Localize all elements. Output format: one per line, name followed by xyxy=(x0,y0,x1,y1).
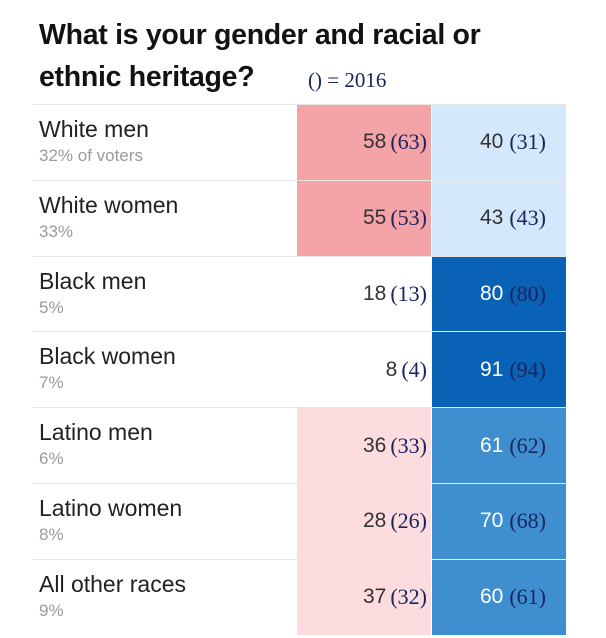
rep-value: 8 xyxy=(385,357,398,381)
dem-value-2016: (43) xyxy=(509,205,547,231)
group-share: 8% xyxy=(39,524,64,544)
dem-value: 70 xyxy=(480,509,504,533)
dem-cell: 91 (94) xyxy=(432,332,566,408)
row-label: White men 32% of voters xyxy=(39,115,149,168)
dem-value: 60 xyxy=(480,585,504,609)
dem-value-2016: (61) xyxy=(509,584,547,610)
rep-cell: 37 (32) xyxy=(297,559,431,635)
rep-cell: 55 (53) xyxy=(297,180,431,256)
group-share: 33% xyxy=(39,221,74,241)
chart-title: What is your gender and racial or ethnic… xyxy=(39,19,481,93)
group-share: 5% xyxy=(39,297,64,317)
dem-cell: 43 (43) xyxy=(432,180,566,256)
table-row: Black men 5% 18 (13) 80 (80) xyxy=(33,255,567,332)
group-name: Black men xyxy=(39,267,147,294)
row-label: All other races 9% xyxy=(39,570,186,623)
group-share: 6% xyxy=(39,449,64,469)
row-label: Black men 5% xyxy=(39,267,146,320)
rep-value-2016: (13) xyxy=(390,280,427,306)
table-row: Latino men 6% 36 (33) 61 (62) xyxy=(33,407,567,483)
dem-value: 61 xyxy=(480,433,504,457)
group-share: 9% xyxy=(39,600,64,620)
row-label: Latino women 8% xyxy=(39,494,182,547)
dem-cell: 60 (61) xyxy=(432,559,566,635)
table-row: All other races 9% 37 (32) 60 (61) xyxy=(33,558,567,635)
rep-value-2016: (63) xyxy=(390,129,427,155)
rep-value-2016: (26) xyxy=(390,508,427,534)
rep-cell: 18 (13) xyxy=(297,257,431,332)
row-label: Latino men 6% xyxy=(39,418,153,471)
table-row: White men 32% of voters 58 (63) 40 (31) xyxy=(33,104,567,180)
row-label: Black women 7% xyxy=(39,342,176,395)
dem-cell: 61 (62) xyxy=(432,408,566,483)
results-table: White men 32% of voters 58 (63) 40 (31) White … xyxy=(33,104,567,635)
group-name: White men xyxy=(39,116,149,142)
rep-value: 36 xyxy=(362,433,387,457)
dem-value: 40 xyxy=(480,130,504,154)
dem-value-2016: (68) xyxy=(509,508,547,534)
dem-cell: 70 (68) xyxy=(432,483,566,559)
group-name: White women xyxy=(39,191,179,218)
dem-value: 80 xyxy=(480,281,504,305)
group-name: Latino men xyxy=(39,419,153,446)
legend-note: () = 2016 xyxy=(308,68,387,92)
group-name: Latino women xyxy=(39,494,183,521)
rep-value: 55 xyxy=(362,206,387,230)
rep-value-2016: (33) xyxy=(390,432,427,458)
rep-cell: 36 (33) xyxy=(297,408,431,483)
dem-value: 91 xyxy=(480,357,504,381)
group-name: Black women xyxy=(39,343,176,370)
dem-value-2016: (80) xyxy=(509,280,547,306)
table-row: Black women 7% 8 (4) 91 (94) xyxy=(33,331,567,408)
rep-value-2016: (4) xyxy=(401,356,427,382)
dem-value: 43 xyxy=(480,206,504,230)
rep-value: 58 xyxy=(362,130,387,154)
rep-value: 37 xyxy=(362,585,387,609)
group-name: All other races xyxy=(39,570,187,597)
dem-value-2016: (62) xyxy=(509,432,547,458)
table-row: Latino women 8% 28 (26) 70 (68) xyxy=(33,482,567,559)
table-row: White women 33% 55 (53) 43 (43) xyxy=(33,179,567,256)
dem-value-2016: (94) xyxy=(509,356,547,382)
rep-value-2016: (32) xyxy=(390,584,427,610)
group-share: 32% of voters xyxy=(39,146,143,165)
rep-cell: 28 (26) xyxy=(297,483,431,559)
dem-value-2016: (31) xyxy=(509,129,547,155)
group-share: 7% xyxy=(39,373,64,393)
dem-cell: 40 (31) xyxy=(432,105,566,180)
rep-value: 28 xyxy=(362,509,387,533)
rep-cell: 8 (4) xyxy=(297,332,431,407)
rep-cell: 58 (63) xyxy=(297,105,431,180)
rep-value: 18 xyxy=(362,281,387,305)
dem-cell: 80 (80) xyxy=(432,256,566,332)
rep-value-2016: (53) xyxy=(390,205,427,231)
row-label: White women 33% xyxy=(39,191,178,244)
